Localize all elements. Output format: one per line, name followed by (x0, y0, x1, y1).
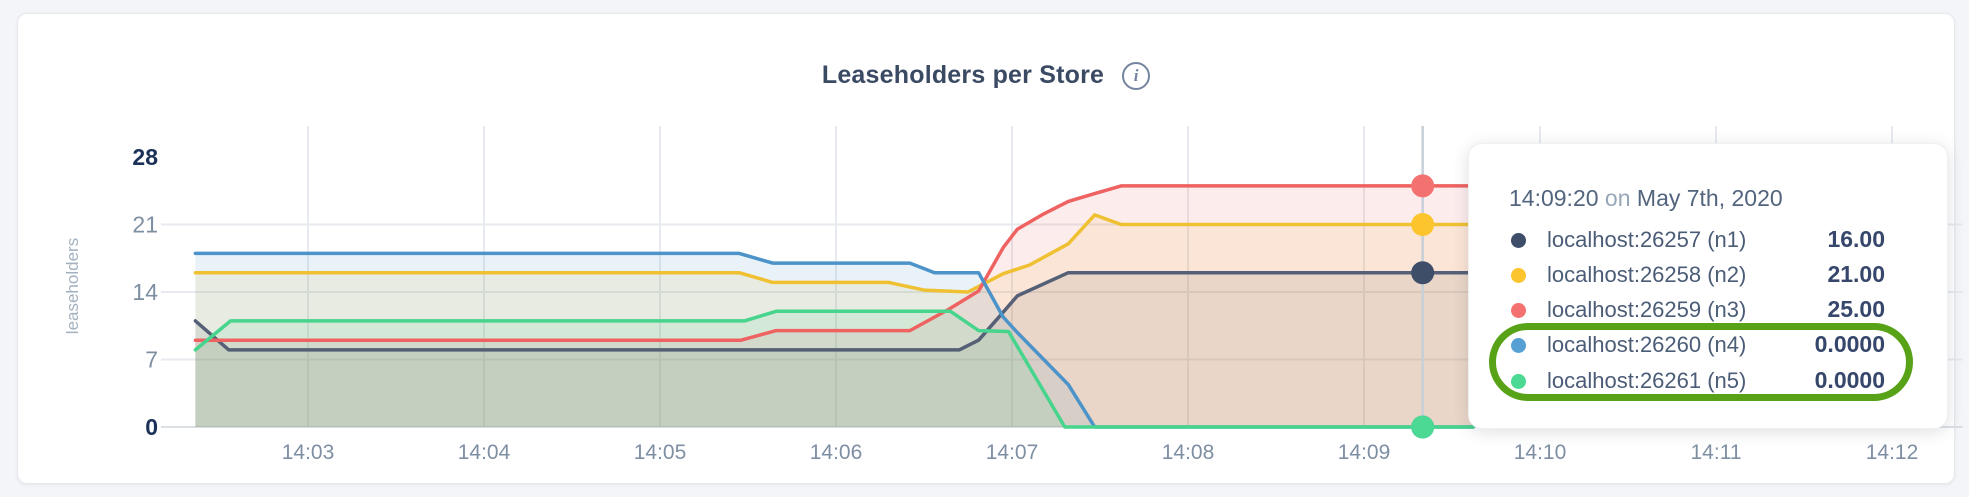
info-icon[interactable]: i (1122, 61, 1151, 90)
series-name: localhost:26260 (n4) (1547, 332, 1747, 358)
chart-card: Leaseholders per Store i 14:03 14:04 14:05… (17, 13, 1963, 484)
series-line-n1 (193, 270, 1475, 352)
x-tick-label: 14:04 (458, 441, 511, 464)
series-name: localhost:26259 (n3) (1547, 297, 1747, 323)
chart-canvas[interactable]: 14:03 14:04 14:05 14:06 14:07 14:08 14:09 14:10… (18, 14, 1969, 497)
series-name: localhost:26258 (n2) (1547, 261, 1747, 287)
y-axis-label: leaseholders (63, 237, 82, 335)
tooltip-header: 14:09:20 on May 7th, 2020 (1509, 185, 1783, 212)
x-tick-label: 14:09 (1338, 441, 1391, 464)
hover-point-n5 (1411, 415, 1435, 439)
tooltip-preposition: on (1604, 185, 1631, 211)
series-value: 21.00 (1827, 260, 1885, 287)
y-tick-label: 0 (145, 414, 158, 440)
series-area-n4 (195, 253, 1474, 427)
hover-point-n2 (1411, 212, 1435, 236)
series-name: localhost:26257 (n1) (1547, 226, 1747, 252)
series-color-dot-n4 (1511, 338, 1526, 354)
series-area-n3 (195, 185, 1474, 427)
series-value: 0.0000 (1814, 366, 1885, 393)
tooltip-date: May 7th, 2020 (1636, 185, 1783, 211)
series-area-n1 (195, 272, 1474, 427)
hover-point-n3 (1411, 174, 1435, 198)
series-color-dot-n5 (1511, 373, 1526, 389)
hover-point-n1 (1411, 261, 1435, 285)
series-name: localhost:26261 (n5) (1547, 367, 1747, 393)
x-tick-label: 14:11 (1691, 441, 1742, 464)
x-tick-label: 14:05 (634, 441, 687, 464)
tooltip-row-n5: localhost:26261 (n5) 0.0000 (1469, 364, 1947, 399)
series-value: 0.0000 (1814, 331, 1885, 358)
series-line-n5 (193, 309, 1475, 429)
series-value: 25.00 (1827, 296, 1885, 323)
y-tick-label: 14 (132, 279, 158, 305)
tooltip-time: 14:09:20 (1509, 185, 1599, 211)
tooltip-row-n1: localhost:26257 (n1) 16.00 (1469, 223, 1947, 258)
x-tick-label: 14:08 (1162, 441, 1215, 464)
y-tick-label: 21 (132, 211, 158, 237)
x-tick-label: 14:07 (986, 441, 1039, 464)
y-tick-label: 28 (132, 144, 158, 170)
x-tick-label: 14:03 (282, 441, 335, 464)
tooltip-row-n3: localhost:26259 (n3) 25.00 (1469, 293, 1947, 328)
hover-tooltip: 14:09:20 on May 7th, 2020 localhost:2625… (1468, 143, 1948, 429)
x-tick-label: 14:10 (1514, 441, 1567, 464)
series-value: 16.00 (1827, 225, 1885, 252)
tooltip-row-n4: localhost:26260 (n4) 0.0000 (1469, 328, 1947, 363)
chart-header: Leaseholders per Store i (18, 61, 1954, 90)
x-tick-label: 14:12 (1866, 441, 1919, 464)
chart-title: Leaseholders per Store (821, 61, 1105, 89)
series-line-n4 (193, 251, 1475, 429)
series-color-dot-n1 (1511, 232, 1526, 248)
series-color-dot-n3 (1511, 303, 1526, 319)
series-area-n2 (195, 214, 1474, 427)
y-tick-label: 7 (145, 346, 158, 372)
series-line-n3 (193, 184, 1475, 342)
tooltip-row-n2: localhost:26258 (n2) 21.00 (1469, 258, 1947, 293)
series-color-dot-n2 (1511, 267, 1526, 283)
x-tick-label: 14:06 (810, 441, 863, 464)
